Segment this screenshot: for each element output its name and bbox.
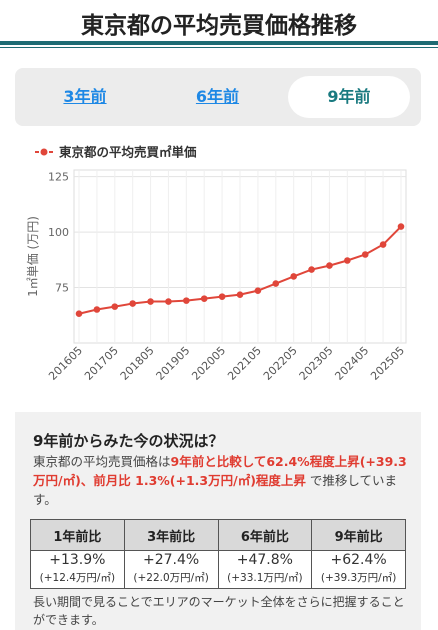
x-tick-label: 202405 [332,344,371,383]
data-point [165,298,172,305]
footer-note: 長い期間で見ることでエリアのマーケット全体をさらに把握することができます。 [33,595,405,627]
x-tick-label: 202005 [189,344,228,383]
x-tick-label: 201905 [154,344,193,383]
summary-segment: 9年前と比較して62.4%程度上昇(+39.3万円/㎡)、前月比 1.3%(+1… [33,454,407,488]
y-tick-label: 125 [48,171,69,184]
x-tick-label: 202105 [225,344,264,383]
legend-marker [40,148,48,156]
data-point [344,257,351,264]
summary-segment: で推移しています。 [33,473,398,507]
data-point [272,280,280,287]
y-tick-label: 75 [55,282,69,295]
data-point [93,306,101,313]
table-header: 9年前比 [311,519,406,551]
tab[interactable]: 9年前 [288,76,410,118]
chart: 東京都の平均売買㎡単価 75 100 125 1㎡単価 (万円) 201605201705… [26,145,407,383]
data-point [290,273,297,280]
data-point [254,287,262,294]
data-point [111,303,119,310]
summary-heading: 9年前からみた今の状況は？ [33,432,224,450]
table-cell: (+33.1万円/㎡) [217,569,313,589]
summary-text: 東京都の平均売買価格は9年前と比較して62.4%程度上昇(+39.3万円/㎡)、… [33,452,408,509]
table-header: 1年前比 [30,519,125,551]
y-tick-label: 100 [48,226,69,239]
title-rule [0,47,438,48]
data-point [308,266,315,273]
x-tick-label: 201805 [118,344,157,383]
table-cell: (+39.3万円/㎡) [311,569,406,589]
table-cell: (+12.4万円/㎡) [30,569,125,589]
comparison-table: 1年前比 3年前比 6年前比 9年前比 +13.9% +27.4% +47.8% +62.4%… [30,519,406,589]
summary-segment: 東京都の平均売買価格は [33,454,171,469]
x-tick-label: 202305 [297,344,336,383]
data-point [183,297,190,304]
x-tick-label: 202505 [368,344,407,383]
table-header: 6年前比 [217,519,313,551]
x-tick-label: 202205 [261,344,300,383]
data-point [361,251,369,258]
data-point [129,300,136,307]
data-point [326,262,333,269]
table-cell: +13.9% [30,550,125,569]
table-cell: +62.4% [311,550,406,569]
tab-bar: 3年前 6年前 9年前 [15,68,421,126]
x-tick-label: 201705 [82,344,121,383]
data-point [75,310,83,318]
data-point [147,298,154,305]
table-row: (+12.4万円/㎡) (+22.0万円/㎡) (+33.1万円/㎡) (+39.3万… [30,569,406,589]
y-axis-title: 1㎡単価 (万円) [26,216,40,297]
data-point [236,291,244,298]
title-rule [0,41,438,45]
table-cell: +47.8% [217,550,313,569]
table-cell: (+22.0万円/㎡) [123,569,219,589]
legend-label: 東京都の平均売買㎡単価 [59,145,197,160]
table-row: +13.9% +27.4% +47.8% +62.4% [30,550,406,569]
data-point [379,241,387,248]
table-cell: +27.4% [123,550,219,569]
page-title: 東京都の平均売買価格推移 [81,13,357,39]
x-tick-label: 201605 [46,344,85,383]
tab[interactable]: 3年前 [63,87,107,106]
data-point [200,295,208,302]
tab[interactable]: 6年前 [195,87,240,106]
data-point [397,223,405,230]
data-point [218,293,226,300]
table-header: 3年前比 [123,519,219,551]
